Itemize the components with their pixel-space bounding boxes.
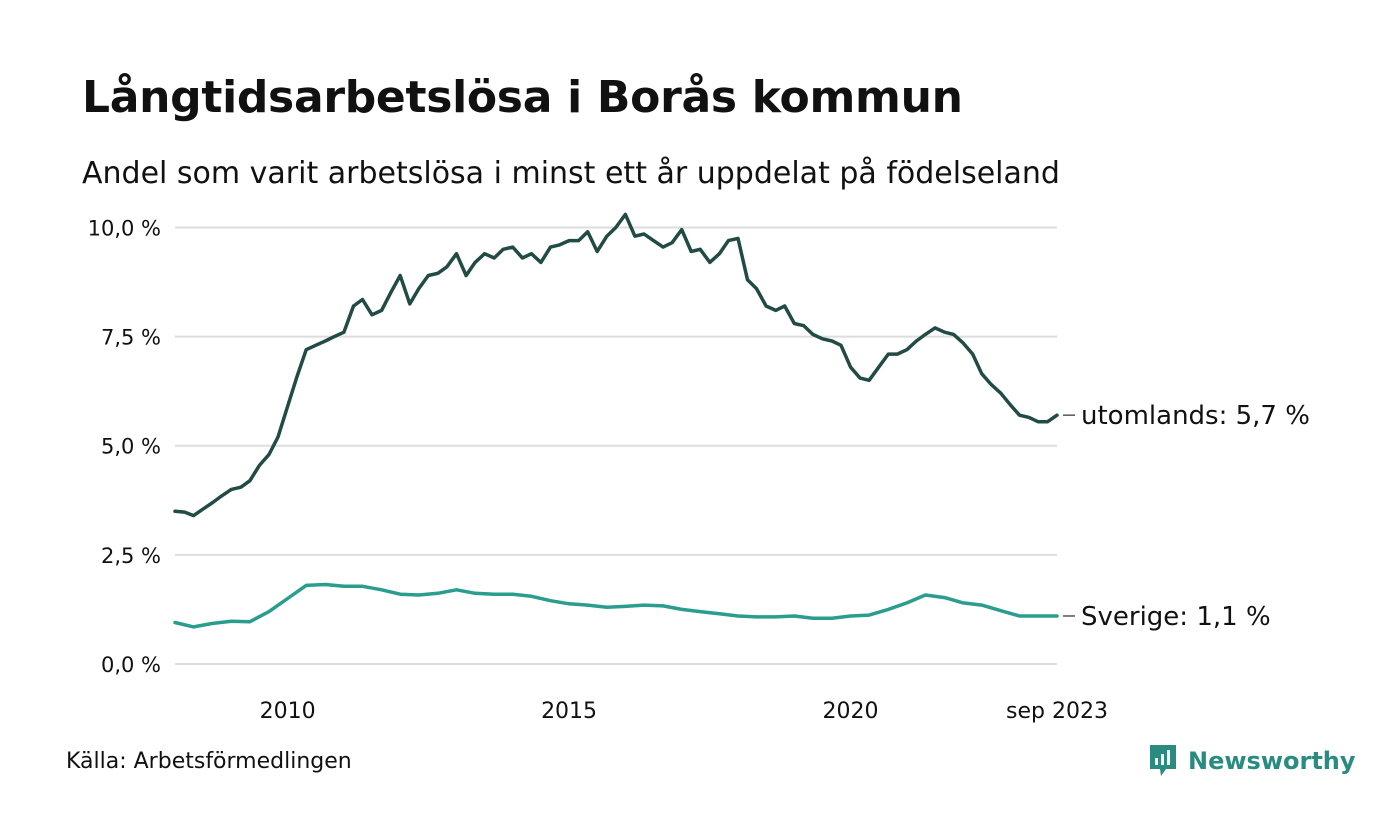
series-end-label-utomlands: utomlands: 5,7 % <box>1081 401 1310 431</box>
x-tick-label: 2010 <box>260 699 316 724</box>
chart-title: Långtidsarbetslösa i Borås kommun <box>82 72 963 123</box>
y-tick-label: 7,5 % <box>101 326 161 350</box>
series-line-sverige <box>173 582 1059 629</box>
brand-logo: Newsworthy <box>1148 743 1356 779</box>
y-tick-label: 5,0 % <box>101 435 161 459</box>
x-tick-label: sep 2023 <box>1006 699 1108 724</box>
x-tick-label: 2020 <box>823 699 879 724</box>
brand-name: Newsworthy <box>1188 747 1356 775</box>
series-line-utomlands <box>173 212 1059 518</box>
newsworthy-logo-icon <box>1150 745 1176 776</box>
y-tick-label: 0,0 % <box>101 653 161 677</box>
y-tick-label: 2,5 % <box>101 544 161 568</box>
chart-subtitle: Andel som varit arbetslösa i minst ett å… <box>82 156 1060 191</box>
source-text: Källa: Arbetsförmedlingen <box>66 749 352 774</box>
y-tick-label: 10,0 % <box>88 216 161 240</box>
series-end-label-sverige: Sverige: 1,1 % <box>1081 602 1271 632</box>
x-tick-label: 2015 <box>541 699 597 724</box>
